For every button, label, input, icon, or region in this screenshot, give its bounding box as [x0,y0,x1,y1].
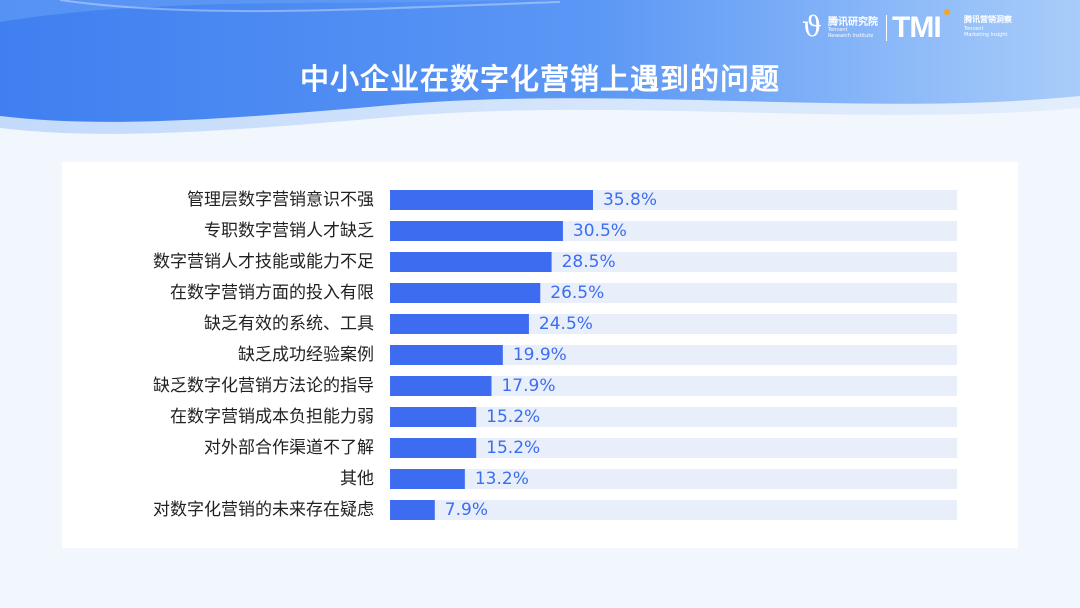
value-label: 17.9% [501,376,555,396]
value-label: 19.9% [513,345,567,365]
value-label: 24.5% [539,314,593,334]
value-label: 26.5% [550,283,604,303]
category-label: 缺乏成功经验案例 [238,345,374,365]
tencent-research-logo-subtext-line2: Research Institute [828,33,874,39]
tmi-logo-subtext: Tencent Marketing Insight [964,26,1007,38]
value-label: 7.9% [445,500,488,520]
bar [390,252,552,272]
category-label: 对外部合作渠道不了解 [204,438,374,458]
category-label: 数字营销人才技能或能力不足 [153,252,374,272]
tmi-logo-text: 腾讯营销洞察 [964,15,1012,24]
tmi-logo-dot-icon [944,9,950,15]
tmi-logo-subtext-line1: Tencent [964,26,984,32]
value-label: 13.2% [475,469,529,489]
bar-track [390,376,957,396]
bar [390,283,541,303]
header-wave-background [0,0,1080,134]
bar [390,500,435,520]
header-banner: ϑ 腾讯研究院 Tencent Research Institute TMI 腾… [0,0,1080,150]
category-label: 管理层数字营销意识不强 [187,190,374,210]
category-label: 在数字营销方面的投入有限 [170,283,374,303]
bar-track [390,438,957,458]
value-label: 15.2% [486,438,540,458]
bar [390,407,477,427]
bar-chart: 管理层数字营销意识不强 35.8% 专职数字营销人才缺乏 30.5% 数字营销人才技能或… [153,190,957,520]
tencent-research-logo-subtext: Tencent Research Institute [828,27,873,39]
bar [390,469,465,489]
logo-divider [886,15,887,41]
bar [390,376,492,396]
tmi-logo-subtext-line2: Marketing Insight [964,32,1008,38]
category-label: 在数字营销成本负担能力弱 [170,407,374,427]
value-label: 30.5% [573,221,627,241]
category-label: 对数字化营销的未来存在疑虑 [153,500,374,520]
bar [390,314,529,334]
bar-track [390,500,957,520]
category-label: 缺乏有效的系统、工具 [204,314,374,334]
bar-track [390,314,957,334]
bar-track [390,469,957,489]
tencent-research-logo-text: 腾讯研究院 [828,17,878,28]
tmi-logo-mark: TMI [892,11,942,44]
bar [390,345,503,365]
category-label: 其他 [340,469,374,489]
value-label: 35.8% [603,190,657,210]
bar [390,221,563,241]
bar-track [390,407,957,427]
value-label: 28.5% [562,252,616,272]
tencent-research-logo-subtext-line1: Tencent [828,27,848,33]
bar [390,190,593,210]
category-label: 专职数字营销人才缺乏 [204,221,374,241]
logo-group: ϑ 腾讯研究院 Tencent Research Institute TMI 腾… [800,8,1040,48]
bar [390,438,477,458]
page-title: 中小企业在数字化营销上遇到的问题 [299,62,780,96]
chart-card: 管理层数字营销意识不强 35.8% 专职数字营销人才缺乏 30.5% 数字营销人才技能或… [62,162,1018,548]
category-label: 缺乏数字化营销方法论的指导 [153,376,374,396]
bar-track [390,345,957,365]
value-label: 15.2% [486,407,540,427]
tencent-research-logo-icon: ϑ [802,10,823,43]
